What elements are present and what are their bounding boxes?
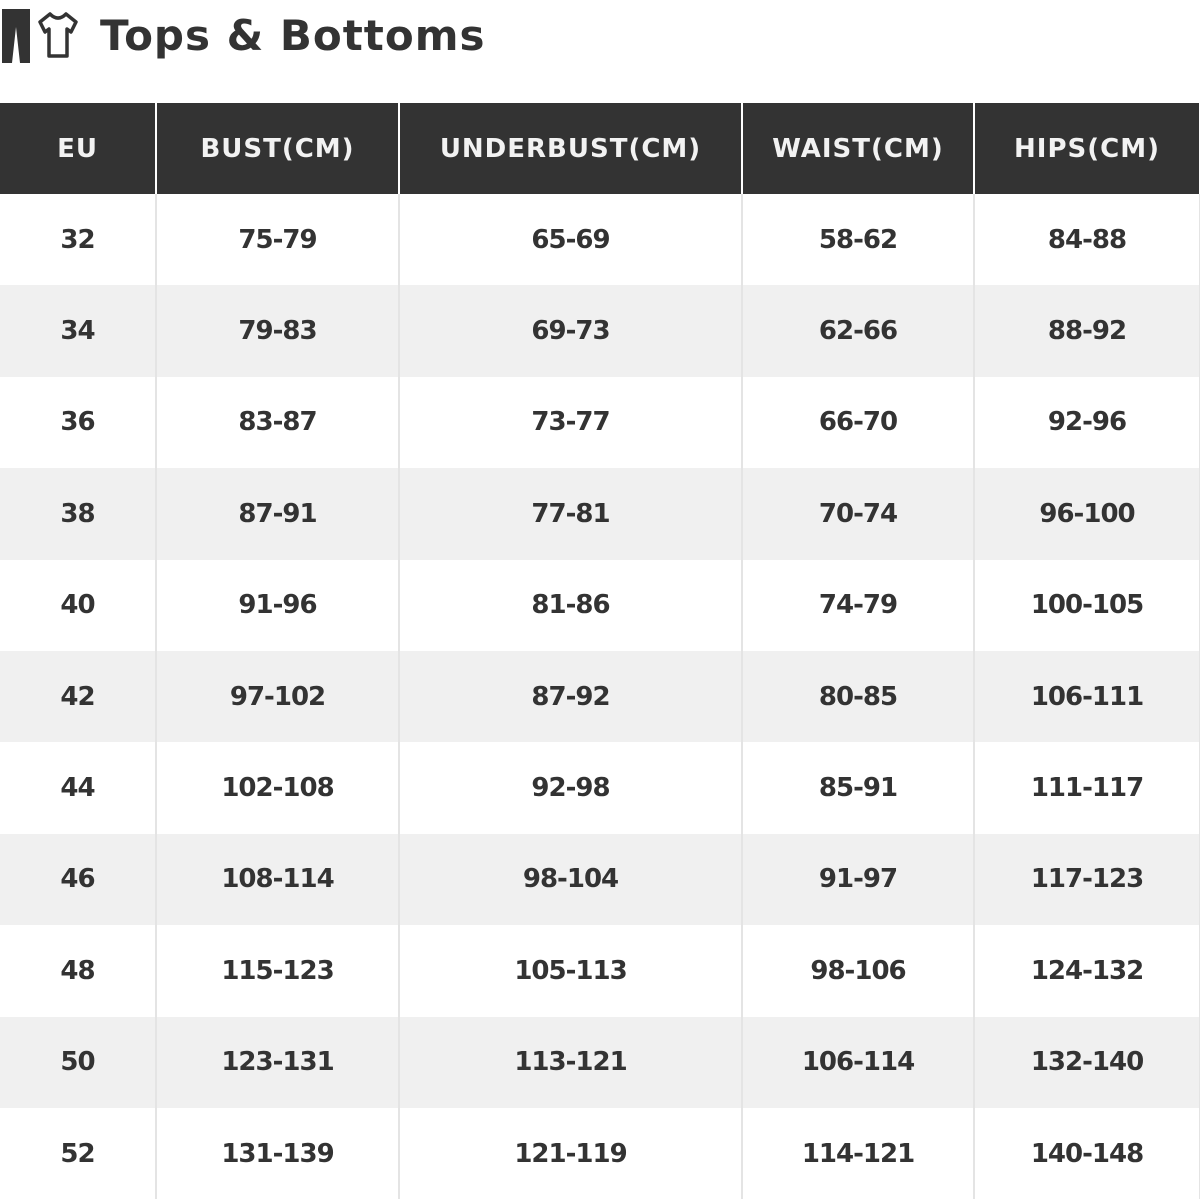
table-cell: 92-98 xyxy=(398,742,743,834)
table-cell: 91-97 xyxy=(741,833,975,926)
table-cell: 52 xyxy=(0,1107,157,1200)
table-row: 42 97-102 87-92 80-85 106-111 xyxy=(0,650,1200,743)
table-cell: 85-91 xyxy=(741,742,975,834)
tshirt-icon xyxy=(38,12,78,58)
table-cell: 132-140 xyxy=(973,1016,1200,1108)
table-cell: 74-79 xyxy=(741,559,975,651)
table-row: 46 108-114 98-104 91-97 117-123 xyxy=(0,833,1200,926)
table-row: 36 83-87 73-77 66-70 92-96 xyxy=(0,376,1200,469)
column-header: HIPS(CM) xyxy=(973,103,1200,194)
table-cell: 124-132 xyxy=(973,925,1200,1017)
table-cell: 66-70 xyxy=(741,376,975,469)
table-cell: 65-69 xyxy=(398,194,743,286)
table-row: 50 123-131 113-121 106-114 132-140 xyxy=(0,1016,1200,1108)
table-cell: 46 xyxy=(0,833,157,926)
table-cell: 98-104 xyxy=(398,833,743,926)
table-cell: 102-108 xyxy=(155,742,400,834)
table-cell: 87-91 xyxy=(155,468,400,560)
table-row: 44 102-108 92-98 85-91 111-117 xyxy=(0,742,1200,834)
table-row: 32 75-79 65-69 58-62 84-88 xyxy=(0,194,1200,286)
table-cell: 34 xyxy=(0,285,157,377)
table-cell: 58-62 xyxy=(741,194,975,286)
header-row: EU BUST(CM) UNDERBUST(CM) WAIST(CM) HIPS(CM) xyxy=(0,103,1200,194)
table-cell: 75-79 xyxy=(155,194,400,286)
table-cell: 81-86 xyxy=(398,559,743,651)
table-cell: 80-85 xyxy=(741,650,975,743)
table-cell: 114-121 xyxy=(741,1107,975,1200)
table-cell: 91-96 xyxy=(155,559,400,651)
table-cell: 106-111 xyxy=(973,650,1200,743)
table-cell: 87-92 xyxy=(398,650,743,743)
table-row: 40 91-96 81-86 74-79 100-105 xyxy=(0,559,1200,651)
table-cell: 108-114 xyxy=(155,833,400,926)
table-row: 34 79-83 69-73 62-66 88-92 xyxy=(0,285,1200,377)
table-cell: 123-131 xyxy=(155,1016,400,1108)
table-cell: 84-88 xyxy=(973,194,1200,286)
table-cell: 98-106 xyxy=(741,925,975,1017)
table-row: 52 131-139 121-119 114-121 140-148 xyxy=(0,1107,1200,1200)
table-cell: 38 xyxy=(0,468,157,560)
column-header: EU xyxy=(0,103,157,194)
table-cell: 69-73 xyxy=(398,285,743,377)
table-cell: 48 xyxy=(0,925,157,1017)
table-cell: 73-77 xyxy=(398,376,743,469)
table-cell: 140-148 xyxy=(973,1107,1200,1200)
table-row: 38 87-91 77-81 70-74 96-100 xyxy=(0,468,1200,560)
table-cell: 92-96 xyxy=(973,376,1200,469)
table-cell: 105-113 xyxy=(398,925,743,1017)
table-cell: 44 xyxy=(0,742,157,834)
table-cell: 50 xyxy=(0,1016,157,1108)
table-cell: 36 xyxy=(0,376,157,469)
table-cell: 40 xyxy=(0,559,157,651)
table-cell: 83-87 xyxy=(155,376,400,469)
table-cell: 77-81 xyxy=(398,468,743,560)
table-cell: 96-100 xyxy=(973,468,1200,560)
table-cell: 100-105 xyxy=(973,559,1200,651)
title-text: Tops & Bottoms xyxy=(100,10,486,60)
pants-icon xyxy=(2,9,30,63)
table-cell: 117-123 xyxy=(973,833,1200,926)
table-cell: 115-123 xyxy=(155,925,400,1017)
table-row: 48 115-123 105-113 98-106 124-132 xyxy=(0,925,1200,1017)
table-cell: 32 xyxy=(0,194,157,286)
column-header: UNDERBUST(CM) xyxy=(398,103,743,194)
table-cell: 106-114 xyxy=(741,1016,975,1108)
table-cell: 131-139 xyxy=(155,1107,400,1200)
size-chart-table: EU BUST(CM) UNDERBUST(CM) WAIST(CM) HIPS(CM)… xyxy=(0,103,1200,1200)
table-cell: 62-66 xyxy=(741,285,975,377)
column-header: BUST(CM) xyxy=(155,103,400,194)
page-title: Tops & Bottoms xyxy=(0,0,486,70)
table-cell: 113-121 xyxy=(398,1016,743,1108)
table-cell: 79-83 xyxy=(155,285,400,377)
table-cell: 70-74 xyxy=(741,468,975,560)
table-cell: 42 xyxy=(0,650,157,743)
table-cell: 88-92 xyxy=(973,285,1200,377)
column-header: WAIST(CM) xyxy=(741,103,975,194)
table-cell: 121-119 xyxy=(398,1107,743,1200)
table-cell: 97-102 xyxy=(155,650,400,743)
table-cell: 111-117 xyxy=(973,742,1200,834)
